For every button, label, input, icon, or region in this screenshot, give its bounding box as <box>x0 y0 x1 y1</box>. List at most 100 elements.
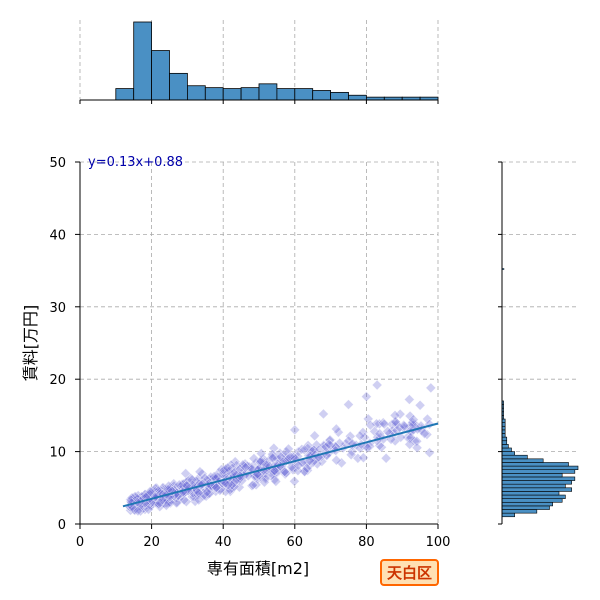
scatter-point <box>362 413 374 425</box>
scatter-point <box>343 399 354 410</box>
top-hist-bar <box>186 85 206 101</box>
right-hist-bar <box>501 491 560 496</box>
scatter-point <box>422 413 433 425</box>
scatter-point <box>229 481 240 492</box>
x-axis-label: 専有面積[m2] <box>207 559 309 578</box>
right-hist-bar <box>501 487 572 492</box>
scatter-point <box>198 490 209 502</box>
scatter-point <box>199 472 211 484</box>
scatter-point <box>215 483 226 495</box>
top-hist-bar <box>240 87 260 101</box>
scatter-point <box>269 474 280 485</box>
scatter-point <box>309 430 320 442</box>
right-hist-bar <box>501 458 544 463</box>
scatter-point <box>408 414 419 425</box>
scatter-point <box>364 441 376 452</box>
x-tick-label: 80 <box>358 535 375 550</box>
right-hist-bar <box>501 494 566 499</box>
scatter-point <box>419 428 430 439</box>
scatter-point <box>267 450 278 462</box>
scatter-point <box>389 410 401 421</box>
scatter-point <box>301 463 313 474</box>
top-hist-bar <box>115 88 135 101</box>
scatter-point <box>404 439 415 450</box>
scatter-point <box>161 500 172 511</box>
scatter-point <box>296 444 308 455</box>
scatter-point <box>378 418 390 430</box>
x-tick-label: 20 <box>143 535 160 550</box>
scatter-point <box>287 462 299 474</box>
regression-line <box>122 422 439 508</box>
scatter-point <box>424 447 435 459</box>
scatter-point <box>163 480 175 492</box>
scatter-point <box>253 469 265 481</box>
scatter-point <box>399 420 410 432</box>
scatter-point <box>268 442 280 454</box>
y-tick-label: 20 <box>49 373 66 388</box>
scatter-point <box>267 448 278 460</box>
scatter-point <box>267 452 279 464</box>
scatter-point <box>421 429 433 440</box>
regression-equation: y=0.13x+0.88 <box>88 155 183 170</box>
scatter-point <box>271 464 283 476</box>
top-hist-bar <box>151 50 170 101</box>
marginal-x-histogram <box>79 20 439 104</box>
scatter-point <box>210 471 222 482</box>
top-hist-bar <box>169 72 188 101</box>
top-hist-bar <box>294 88 314 101</box>
scatter-point <box>201 486 213 498</box>
scatter-point <box>178 494 190 506</box>
scatter-point <box>250 479 262 491</box>
scatter-points <box>122 379 439 517</box>
right-hist-bar <box>501 451 515 456</box>
scatter-point <box>369 426 380 437</box>
scatter-point <box>343 435 354 447</box>
scatter-point <box>280 453 291 464</box>
scatter-point <box>139 489 151 500</box>
scatter-point <box>299 466 310 477</box>
right-hist-bar <box>501 480 572 485</box>
right-hist-bar <box>501 483 566 489</box>
scatter-point <box>405 432 417 443</box>
y-tick-label: 40 <box>49 228 66 243</box>
scatter-point <box>129 504 140 516</box>
scatter-point <box>323 439 335 450</box>
right-hist-bar <box>501 454 528 460</box>
scatter-point <box>333 427 344 438</box>
scatter-point <box>320 441 332 453</box>
y-tick-label: 30 <box>49 301 66 316</box>
scatter-point <box>318 408 329 420</box>
scatter-point <box>210 482 222 494</box>
scatter-point <box>270 476 282 487</box>
scatter-point <box>229 466 240 478</box>
right-hist-bar <box>501 505 550 510</box>
scatter-point <box>362 442 373 454</box>
scatter-point <box>382 426 393 437</box>
y-tick-label: 10 <box>49 446 66 461</box>
scatter-point <box>298 457 309 469</box>
right-hist-bar <box>501 512 515 518</box>
scatter-point <box>414 399 426 411</box>
scatter-point <box>404 394 415 405</box>
scatter-point <box>255 448 267 459</box>
right-hist-bar <box>501 476 576 481</box>
labels: 専有面積[m2] 賃料[万円] y=0.13x+0.88 <box>21 155 309 578</box>
scatter-point <box>132 505 144 517</box>
scatter-point <box>145 486 156 498</box>
scatter-point <box>269 465 280 477</box>
scatter-point <box>216 464 227 475</box>
scatter-point <box>289 424 301 436</box>
scatter-point <box>234 463 246 475</box>
right-hist-bar <box>501 469 576 474</box>
scatter-point <box>279 466 290 478</box>
scatter-point <box>267 469 279 481</box>
scatter-point <box>389 435 401 447</box>
scatter-point <box>237 459 249 471</box>
scatter-point <box>285 451 296 462</box>
scatter-point <box>365 419 376 431</box>
scatter-point <box>164 484 176 495</box>
right-hist-bar <box>501 509 538 514</box>
right-hist-bar <box>501 498 563 503</box>
scatter-point <box>354 430 366 442</box>
scatter-point <box>258 453 269 465</box>
